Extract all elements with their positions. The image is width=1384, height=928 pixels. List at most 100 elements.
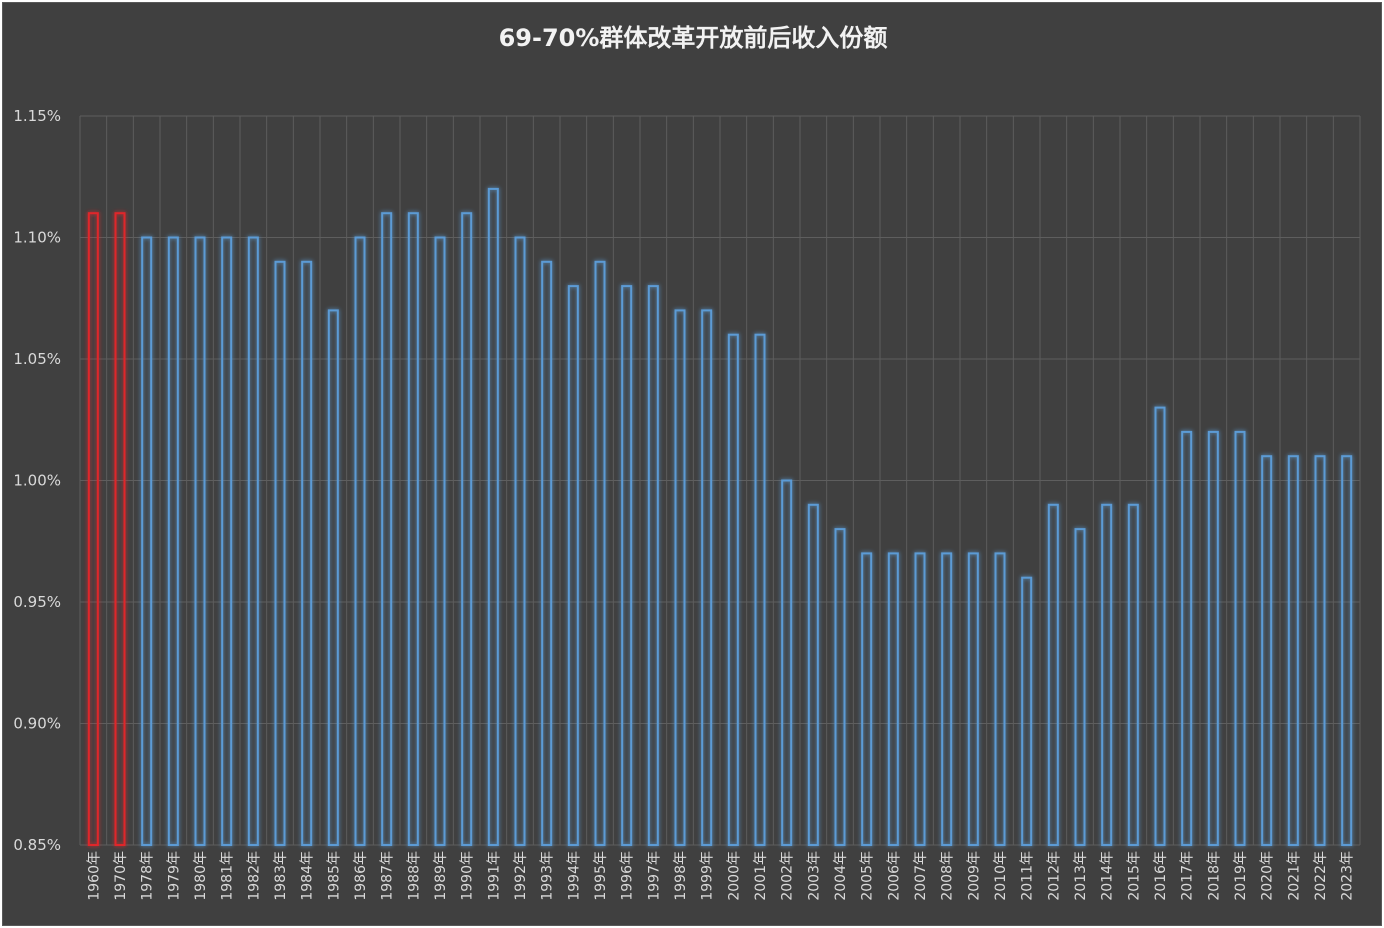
bar [727,333,739,846]
x-tick-label: 2006年 [886,851,902,901]
x-tick-label: 2003年 [806,851,822,901]
bar [434,236,446,846]
bar [1181,430,1193,846]
bar [594,260,606,846]
x-tick-label: 1999年 [700,851,716,901]
x-tick-label: 2008年 [940,851,956,901]
bar [1207,430,1219,846]
x-tick-label: 1980年 [193,851,209,901]
bar [994,552,1006,847]
bar [327,309,339,846]
bar [194,236,206,846]
bar [114,212,126,846]
bar [1287,455,1299,846]
y-tick-label: 1.15% [13,107,61,125]
x-tick-label: 2011年 [1020,851,1036,901]
bar [834,528,846,846]
x-tick-label: 1995年 [593,851,609,901]
x-tick-label: 1978年 [140,851,156,901]
x-tick-label: 1992年 [513,851,529,901]
x-tick-label: 1988年 [406,851,422,901]
bar [967,552,979,847]
x-tick-label: 2002年 [780,851,796,901]
x-tick-label: 1993年 [540,851,556,901]
x-tick-label: 2004年 [833,851,849,901]
gridlines [79,115,1361,846]
bar [461,212,473,846]
x-tick-label: 1983年 [273,851,289,901]
x-tick-label: 1981年 [220,851,236,901]
bar [514,236,526,846]
bar [567,285,579,847]
x-tick-label: 1990年 [460,851,476,901]
x-tick-label: 2016年 [1153,851,1169,901]
bar [914,552,926,847]
bar [1261,455,1273,846]
x-tick-label: 1960年 [86,851,102,901]
x-tick-label: 2009年 [966,851,982,901]
x-tick-label: 1970年 [113,851,129,901]
x-tick-label: 2023年 [1340,851,1356,901]
bars [87,187,1353,847]
bar [941,552,953,847]
bar [301,260,313,846]
x-tick-label: 1989年 [433,851,449,901]
x-tick-label: 2010年 [993,851,1009,901]
bar [274,260,286,846]
y-axis-ticks: 0.85% 0.90% 0.95% 1.00% 1.05% 1.10% 1.15% [13,107,61,854]
bar-chart: 69-70%群体改革开放前后收入份额 0.85% 0.90% 0.95% 1.00% 1… [13,24,1361,901]
bar [1021,576,1033,846]
bar [1341,455,1353,846]
x-tick-label: 2017年 [1180,851,1196,901]
bar [674,309,686,846]
x-tick-label: 2015年 [1126,851,1142,901]
x-tick-label: 2018年 [1206,851,1222,901]
bar [1101,503,1113,846]
bar [141,236,153,846]
bar [487,187,499,846]
bar [807,503,819,846]
y-tick-label: 1.05% [13,350,61,368]
chart-title: 69-70%群体改革开放前后收入份额 [499,24,888,52]
bar [887,552,899,847]
x-tick-label: 1984年 [300,851,316,901]
bar [541,260,553,846]
bar [1047,503,1059,846]
x-axis-ticks: 1960年 1970年 1978年 1979年 1980年 1981年 1982年 1983年… [86,851,1355,901]
x-tick-label: 2021年 [1286,851,1302,901]
x-tick-label: 2007年 [913,851,929,901]
bar [647,285,659,847]
bar [167,236,179,846]
y-tick-label: 0.90% [13,715,61,733]
bar [701,309,713,846]
x-tick-label: 1994年 [566,851,582,901]
bar [621,285,633,847]
bar [1127,503,1139,846]
x-tick-label: 2012年 [1046,851,1062,901]
x-tick-label: 1987年 [380,851,396,901]
x-tick-label: 2019年 [1233,851,1249,901]
x-tick-label: 1985年 [326,851,342,901]
bar [1314,455,1326,846]
y-tick-label: 1.10% [13,229,61,247]
x-tick-label: 1982年 [246,851,262,901]
x-tick-label: 2014年 [1100,851,1116,901]
bar [407,212,419,846]
x-tick-label: 2005年 [860,851,876,901]
bar [1154,406,1166,846]
x-tick-label: 1979年 [166,851,182,901]
x-tick-label: 2020年 [1260,851,1276,901]
x-tick-label: 1996年 [620,851,636,901]
x-tick-label: 1986年 [353,851,369,901]
x-tick-label: 1998年 [673,851,689,901]
x-tick-label: 1991年 [486,851,502,901]
x-tick-label: 2001年 [753,851,769,901]
x-tick-label: 2000年 [726,851,742,901]
bar [354,236,366,846]
y-tick-label: 0.95% [13,593,61,611]
bar [1074,528,1086,846]
bar [754,333,766,846]
x-tick-label: 2022年 [1313,851,1329,901]
bar [781,479,793,846]
